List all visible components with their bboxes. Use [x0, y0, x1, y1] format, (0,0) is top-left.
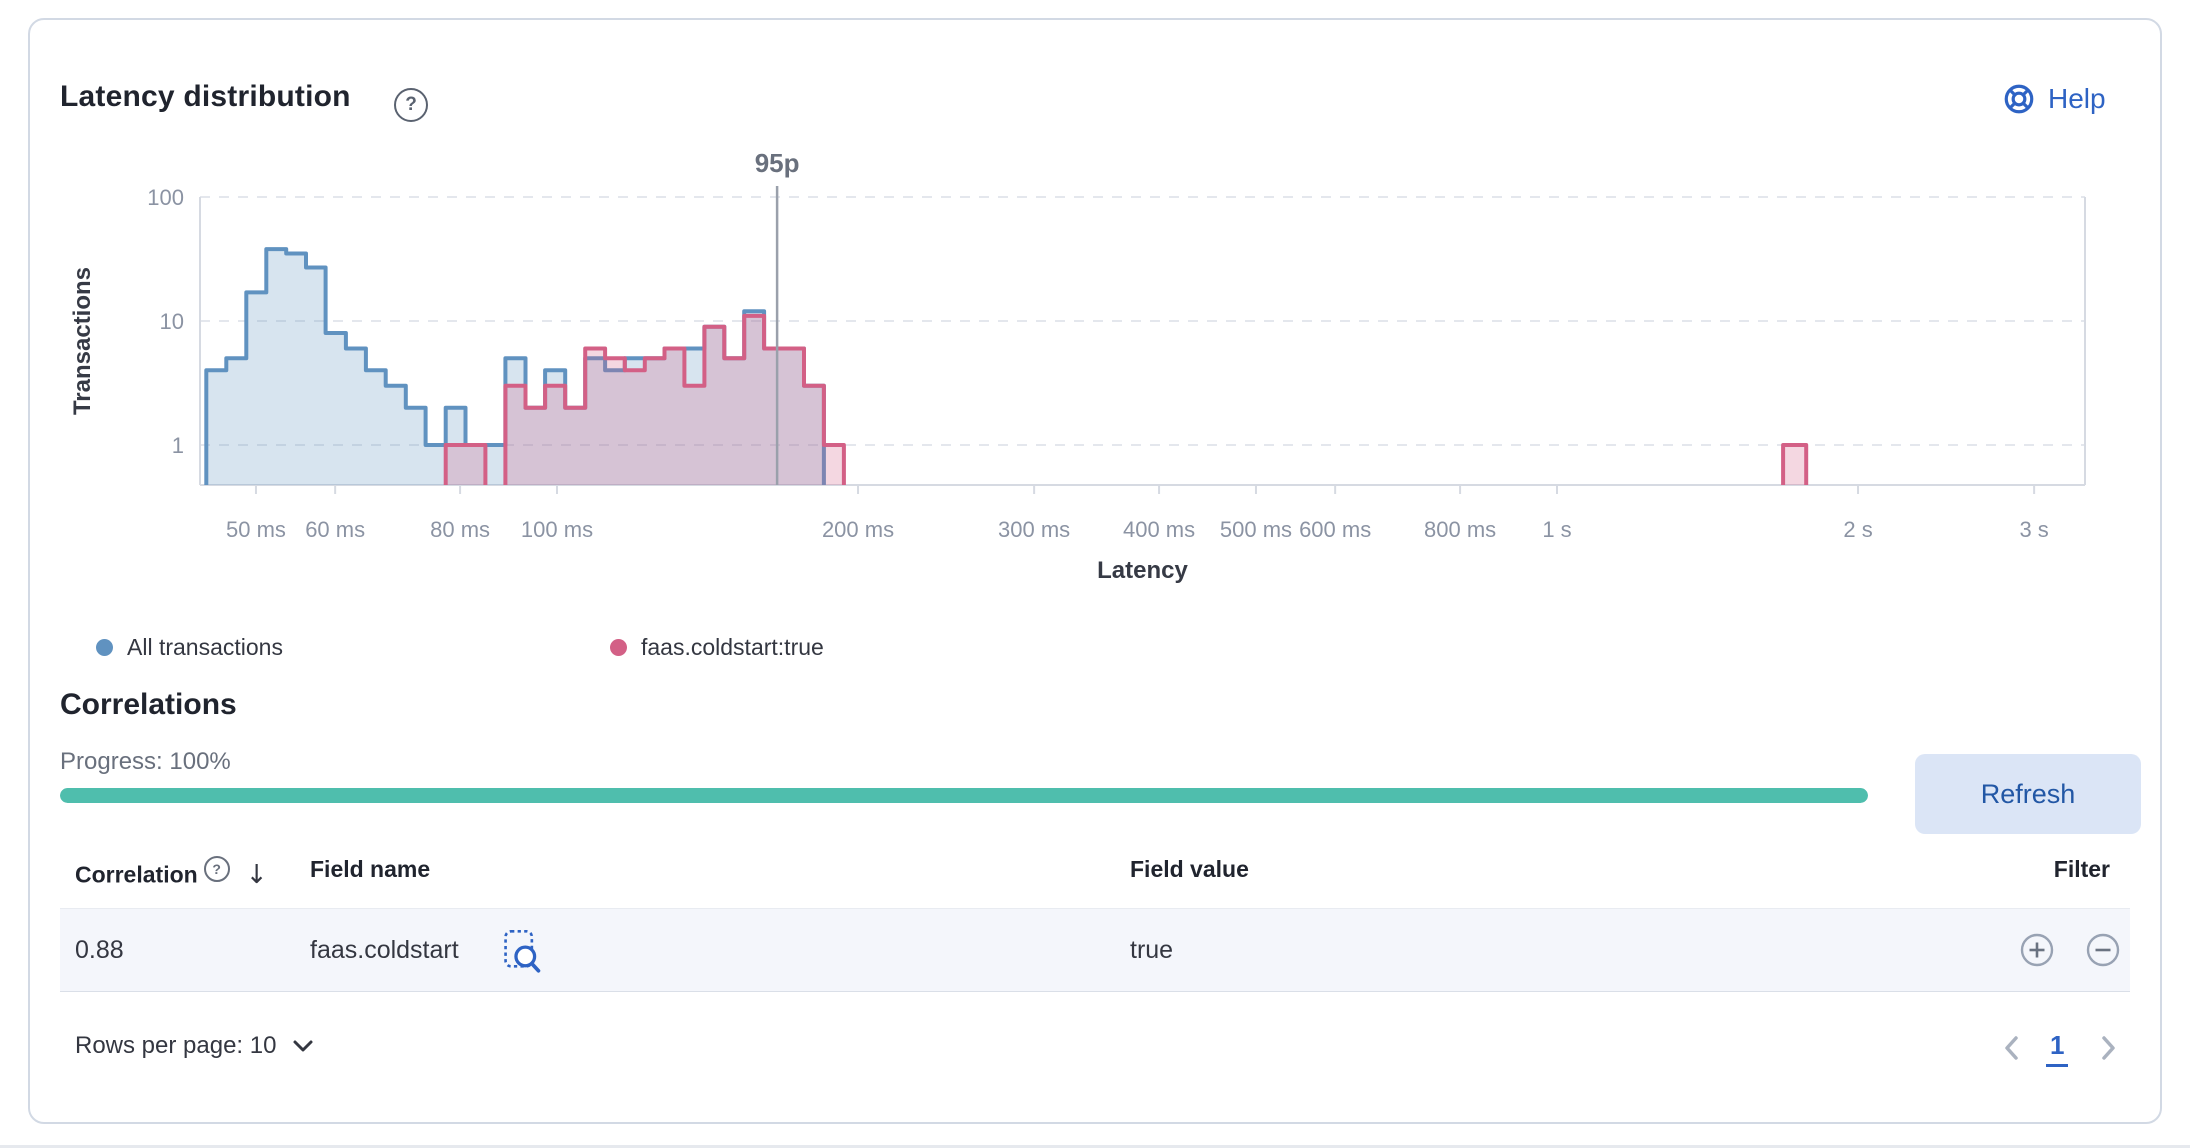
- series-fill-1-0: [445, 445, 486, 485]
- page-number-1[interactable]: 1: [2046, 1030, 2069, 1067]
- x-tick-label-500: 500 ms: [1220, 517, 1292, 542]
- x-tick-label-1000: 1 s: [1542, 517, 1571, 542]
- cell-correlation-value: 0.88: [75, 936, 124, 964]
- x-tick-label-300: 300 ms: [998, 517, 1070, 542]
- progress-bar-fill: [60, 788, 1868, 803]
- page-title: Latency distribution: [60, 80, 351, 113]
- x-tick-label-80: 80 ms: [430, 517, 490, 542]
- x-tick-label-600: 600 ms: [1299, 517, 1371, 542]
- chevron-down-icon: [293, 1040, 313, 1052]
- next-page-icon[interactable]: [2096, 1032, 2120, 1064]
- column-header-filter: Filter: [2053, 856, 2110, 882]
- latency-distribution-chart[interactable]: 100 10 1 50 ms 60 ms 80 ms 100 ms 200 ms 300 ms 4…: [60, 120, 2140, 600]
- legend-item-all-transactions[interactable]: All transactions: [96, 634, 283, 661]
- percentile-95-label: 95p: [755, 148, 800, 178]
- correlations-heading: Correlations: [60, 688, 237, 721]
- sort-desc-icon[interactable]: ↓: [245, 859, 268, 890]
- x-axis-title: Latency: [1097, 557, 1188, 584]
- help-circle-glyph: ?: [405, 94, 417, 115]
- series-fill-1-1: [505, 315, 844, 485]
- series-outline-1-1: [503, 313, 846, 485]
- previous-page-icon[interactable]: [2000, 1032, 2024, 1064]
- legend-dot-faas-coldstart: [610, 639, 627, 656]
- y-tick-label-10: 10: [160, 309, 184, 334]
- legend-dot-all-transactions: [96, 639, 113, 656]
- cell-field-name: faas.coldstart: [310, 936, 459, 964]
- y-tick-label-1: 1: [172, 433, 184, 458]
- help-link-label: Help: [2048, 83, 2106, 114]
- rows-per-page-select[interactable]: Rows per page: 10: [75, 1032, 314, 1060]
- correlation-header-label: Correlation: [75, 861, 198, 888]
- x-tick-label-100: 100 ms: [521, 517, 593, 542]
- column-header-correlation[interactable]: Correlation? ↓: [75, 856, 267, 890]
- progress-bar: [60, 788, 1868, 803]
- legend-label-faas-coldstart: faas.coldstart:true: [641, 634, 824, 660]
- series-outline-1-0: [443, 443, 488, 485]
- help-circle-icon[interactable]: ?: [394, 88, 428, 122]
- page-bottom-divider: [0, 1145, 2190, 1148]
- inspect-field-icon[interactable]: [502, 928, 542, 974]
- cell-field-value: true: [1130, 936, 1174, 964]
- refresh-button[interactable]: Refresh: [1915, 754, 2141, 834]
- series-fill-1-2: [1783, 445, 1807, 485]
- series-fill-0-0: [206, 249, 824, 485]
- y-tick-label-100: 100: [147, 185, 184, 210]
- x-tick-label-3000: 3 s: [2019, 517, 2048, 542]
- filter-include-icon[interactable]: [2019, 932, 2055, 968]
- x-tick-label-50: 50 ms: [226, 517, 286, 542]
- correlation-help-icon[interactable]: ?: [203, 856, 230, 882]
- x-tick-label-60: 60 ms: [305, 517, 365, 542]
- x-tick-label-400: 400 ms: [1123, 517, 1195, 542]
- legend-label-all-transactions: All transactions: [127, 634, 283, 660]
- correlation-help-glyph: ?: [212, 861, 221, 877]
- refresh-button-label: Refresh: [1980, 778, 2076, 809]
- column-header-field-value[interactable]: Field value: [1130, 856, 1249, 882]
- legend-item-faas-coldstart[interactable]: faas.coldstart:true: [610, 634, 824, 661]
- help-link[interactable]: Help: [2002, 82, 2106, 116]
- filter-exclude-icon[interactable]: [2085, 932, 2121, 968]
- x-tick-label-2000: 2 s: [1843, 517, 1872, 542]
- x-tick-label-200: 200 ms: [822, 517, 894, 542]
- y-axis-title: Transactions: [69, 267, 96, 415]
- column-header-field-name[interactable]: Field name: [310, 856, 431, 882]
- rows-per-page-label: Rows per page: 10: [75, 1032, 277, 1059]
- series-outline-1-2: [1781, 443, 1809, 485]
- x-tick-label-800: 800 ms: [1424, 517, 1496, 542]
- table-row[interactable]: [60, 908, 2130, 992]
- progress-label: Progress: 100%: [60, 748, 231, 775]
- lifebuoy-icon: [2004, 84, 2034, 114]
